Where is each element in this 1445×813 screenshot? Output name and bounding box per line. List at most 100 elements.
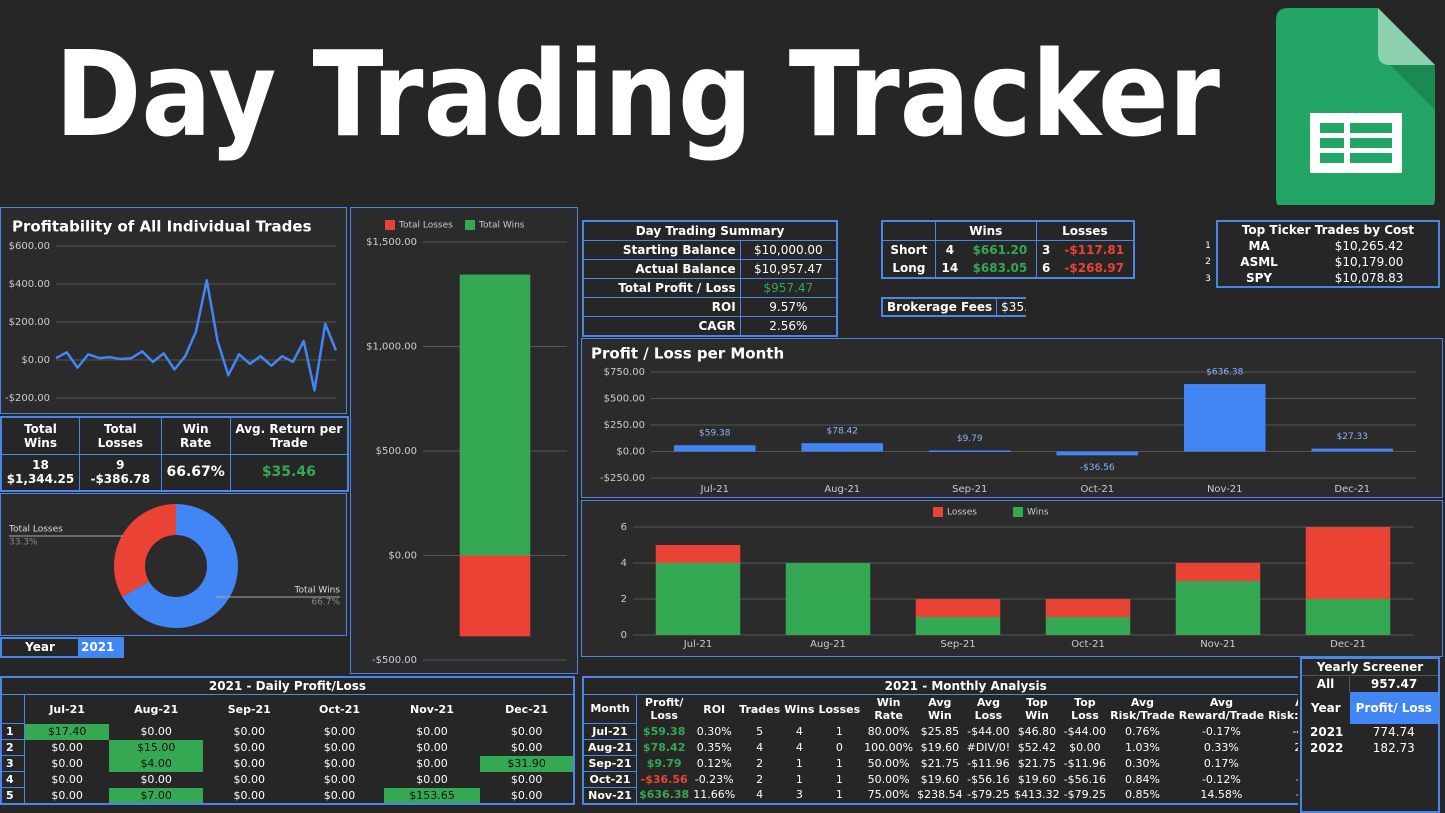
ticker: ASML bbox=[1215, 254, 1301, 270]
cell: 14.58% bbox=[1200, 788, 1243, 802]
row: 5 $0.00 $7.00 $0.00 $0.00 $153.65 $0.00 bbox=[0, 787, 574, 805]
yearly-panel: Yearly Screener All 957.47 Year Profit/ Loss… bbox=[1300, 657, 1440, 813]
cell: 80.00% bbox=[867, 724, 910, 738]
brokerage-panel: Brokerage Fees$35.00 bbox=[881, 297, 1026, 318]
value: $957.47 bbox=[739, 277, 838, 298]
wins-losses-table: Wins Losses Short 4 $661.20 3 -$117.81 Long 14 $6… bbox=[881, 220, 1135, 279]
header-cell: Profit/ Loss bbox=[1349, 692, 1438, 724]
row: 2021 - Monthly Analysis bbox=[582, 676, 1298, 695]
title: Top Ticker Trades by Cost bbox=[1216, 220, 1440, 238]
cell: $0.00 bbox=[323, 757, 356, 770]
blank bbox=[1200, 221, 1217, 238]
y-tick-label: 6 bbox=[621, 522, 627, 533]
bar-segment bbox=[459, 274, 531, 556]
cost: $10,078.83 bbox=[1300, 270, 1440, 288]
cell: $7.00 bbox=[109, 787, 204, 804]
chart: 0 2 4 6 Losses Wins Jul-21 Aug-21 Sep-21 Oct-21 No… bbox=[621, 507, 1413, 650]
chart-title: Profit / Loss per Month bbox=[591, 345, 784, 363]
y-tick-label: $750.00 bbox=[604, 367, 645, 378]
cell: -$117.81 bbox=[1055, 240, 1135, 259]
year: 2022 bbox=[1310, 741, 1344, 755]
cell: 5 bbox=[756, 724, 764, 738]
x-tick-label: Aug-21 bbox=[824, 484, 860, 495]
header-cell: Total Losses bbox=[78, 416, 162, 455]
year-selector[interactable]: Year 2021 bbox=[0, 637, 124, 658]
ticker: MA bbox=[1215, 238, 1301, 254]
summary-table: Day Trading Summary Starting Balance $10,0… bbox=[582, 220, 838, 337]
year-label: Year bbox=[25, 640, 55, 654]
cell: 0.12% bbox=[696, 756, 732, 770]
cell: -7:1 bbox=[1266, 771, 1298, 787]
cell: $9.79 bbox=[646, 756, 682, 770]
cell: 11.66% bbox=[693, 788, 736, 802]
header-cell: Month bbox=[582, 694, 638, 724]
chart-title: Profitability of All Individual Trades bbox=[12, 218, 312, 236]
rank: 3 bbox=[1205, 273, 1211, 284]
cell: $153.65 bbox=[383, 787, 481, 804]
value: 2.56% bbox=[739, 315, 838, 337]
row: 2021 - Daily Profit/Loss bbox=[0, 676, 575, 695]
cell: 4 bbox=[756, 740, 764, 754]
donut-panel: Total Losses 33.3% Total Wins 66.7% bbox=[0, 493, 347, 636]
cell: $19.60 bbox=[1017, 772, 1057, 786]
cell: $0.00 bbox=[140, 773, 172, 786]
cell: 4 bbox=[934, 240, 965, 259]
row: Day Trading Summary bbox=[582, 220, 838, 242]
x-tick-label: Aug-21 bbox=[810, 639, 846, 650]
header-cell: Avg Risk:Reward bbox=[1268, 696, 1298, 722]
row: 2 $0.00 $15.00 $0.00 $0.00 $0.00 $0.00 bbox=[0, 739, 574, 756]
row: 2022 182.73 bbox=[1302, 740, 1438, 756]
all-label: All bbox=[1302, 675, 1351, 692]
cell: -$44.00 bbox=[967, 724, 1010, 738]
amount: $1,344.25 bbox=[6, 472, 75, 487]
cell: $31.90 bbox=[480, 755, 574, 772]
ticker: SPY bbox=[1215, 270, 1301, 288]
header-cell: Win Rate bbox=[874, 696, 903, 722]
cell: $683.05 bbox=[964, 258, 1037, 278]
value: 9.57% bbox=[739, 296, 838, 317]
cell: $78.42 bbox=[642, 740, 686, 754]
cell: $0.00 bbox=[233, 725, 266, 738]
cell: $0.00 bbox=[416, 725, 448, 738]
bar bbox=[1183, 384, 1266, 452]
row: Starting Balance $10,000.00 bbox=[582, 240, 838, 260]
cell: 0.33% bbox=[1203, 740, 1239, 754]
cell: $0.00 bbox=[510, 741, 543, 754]
sheets-icon bbox=[1276, 8, 1435, 205]
cell: -$36.56 bbox=[640, 772, 688, 786]
yearly-table: Yearly Screener All 957.47 Year Profit/ Loss… bbox=[1302, 659, 1438, 756]
cell: $0.00 bbox=[233, 741, 266, 754]
title: 2021 - Daily Profit/Loss bbox=[0, 676, 575, 695]
header-cell: Trades bbox=[739, 702, 781, 716]
legend-swatch bbox=[933, 507, 943, 517]
row: Wins Losses bbox=[881, 220, 1135, 242]
cell: -$56.16 bbox=[1063, 772, 1107, 786]
amount: -$386.78 bbox=[90, 472, 151, 487]
cell: $4.00 bbox=[109, 755, 204, 772]
bar-segment bbox=[1045, 599, 1131, 617]
cell: 4 bbox=[795, 724, 803, 738]
cell: -0.17% bbox=[1201, 724, 1241, 738]
cell: 75.00% bbox=[867, 788, 910, 802]
cell: 7:4 bbox=[1266, 755, 1299, 771]
cell: 1 bbox=[795, 772, 803, 786]
x-tick-label: Jul-21 bbox=[683, 639, 712, 650]
cell: 2 bbox=[756, 772, 764, 786]
cell: $0.00 bbox=[140, 725, 172, 738]
cost: $10,265.42 bbox=[1300, 238, 1440, 254]
cell: -0.12% bbox=[1201, 772, 1241, 786]
header-cell: Oct-21 bbox=[319, 702, 361, 716]
bar bbox=[801, 443, 884, 452]
month: Oct-21 bbox=[582, 770, 638, 788]
legend-label: Total Losses bbox=[398, 221, 453, 231]
monthly-pl-panel: -$250.00 $0.00 $250.00 $500.00 $750.00 Profit… bbox=[581, 338, 1443, 498]
header-cell: Nov-21 bbox=[410, 702, 454, 716]
y-tick-label: $1,000.00 bbox=[366, 342, 417, 353]
y-tick-label: $0.00 bbox=[21, 355, 50, 366]
wins-losses-panel: Wins Losses Short 4 $661.20 3 -$117.81 Long 14 $6… bbox=[881, 220, 1135, 279]
header-cell: Avg Reward/Trade bbox=[1178, 696, 1265, 722]
cell: $19.60 bbox=[920, 772, 960, 786]
page-title: Day Trading Tracker bbox=[55, 25, 1220, 163]
cell: $21.75 bbox=[1017, 756, 1057, 770]
corner bbox=[0, 694, 25, 724]
